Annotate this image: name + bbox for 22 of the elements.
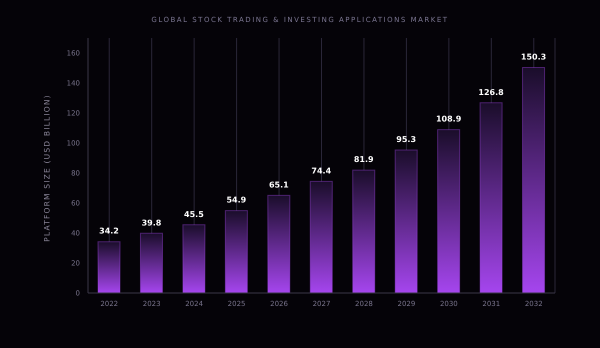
- bar: [394, 150, 418, 293]
- bar: [437, 129, 460, 293]
- bar: [352, 170, 376, 293]
- bar: [98, 241, 120, 293]
- data-label: 39.8: [142, 218, 162, 228]
- bar: [224, 210, 248, 293]
- data-label: 34.2: [99, 226, 119, 236]
- data-label: 95.3: [396, 135, 416, 144]
- bar: [182, 224, 206, 293]
- bar: [480, 102, 503, 293]
- data-label: 45.5: [184, 210, 204, 219]
- data-label: 126.8: [478, 88, 504, 97]
- data-label: 108.9: [436, 114, 462, 124]
- bar: [140, 232, 163, 293]
- data-label: 81.9: [354, 155, 374, 164]
- data-label: 54.9: [226, 196, 247, 205]
- data-label: 65.1: [268, 180, 290, 190]
- bar: [267, 194, 290, 293]
- data-label: 150.3: [520, 52, 546, 62]
- bar: [310, 180, 333, 293]
- data-label: 74.4: [311, 166, 332, 176]
- bar: [522, 67, 546, 293]
